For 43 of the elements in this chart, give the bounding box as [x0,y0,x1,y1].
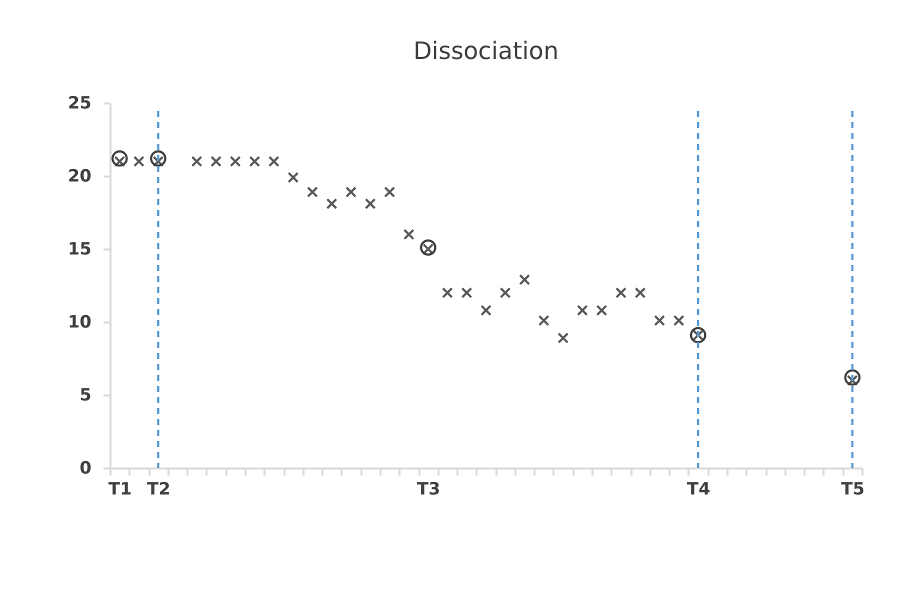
point [690,326,706,344]
point [844,369,861,386]
x-tick-label: T3 [416,480,440,500]
point [150,150,166,167]
point [345,186,357,198]
point [288,172,299,184]
point [306,186,318,198]
point [480,304,492,316]
x-tick-label: T5 [841,480,865,500]
chart-title: Dissociation [413,37,559,65]
point [133,156,144,167]
point [384,186,396,198]
y-tick-label: 15 [68,240,92,260]
x-tick-label: T2 [146,480,170,500]
x-tick-label: T4 [686,480,710,500]
point [442,287,454,298]
point [191,156,202,167]
point [249,156,260,167]
y-tick-label: 5 [80,386,92,406]
point [461,287,472,298]
y-tick-label: 0 [80,458,92,478]
y-tick-label: 10 [68,312,92,332]
point [673,314,684,326]
point [230,156,241,167]
point [420,239,436,256]
point [596,304,608,316]
point [364,198,376,210]
point [403,228,414,240]
point [500,287,511,298]
point [210,156,222,167]
y-tick-label: 25 [68,94,92,114]
x-tick-label: T1 [108,480,132,500]
point [654,314,666,326]
point [268,156,280,167]
y-tick-label: 20 [68,166,92,186]
point [634,287,646,298]
point [615,287,627,298]
point [518,274,530,286]
point [538,314,550,326]
point [576,304,588,316]
point [326,198,338,210]
point [558,332,569,344]
point [111,150,128,167]
